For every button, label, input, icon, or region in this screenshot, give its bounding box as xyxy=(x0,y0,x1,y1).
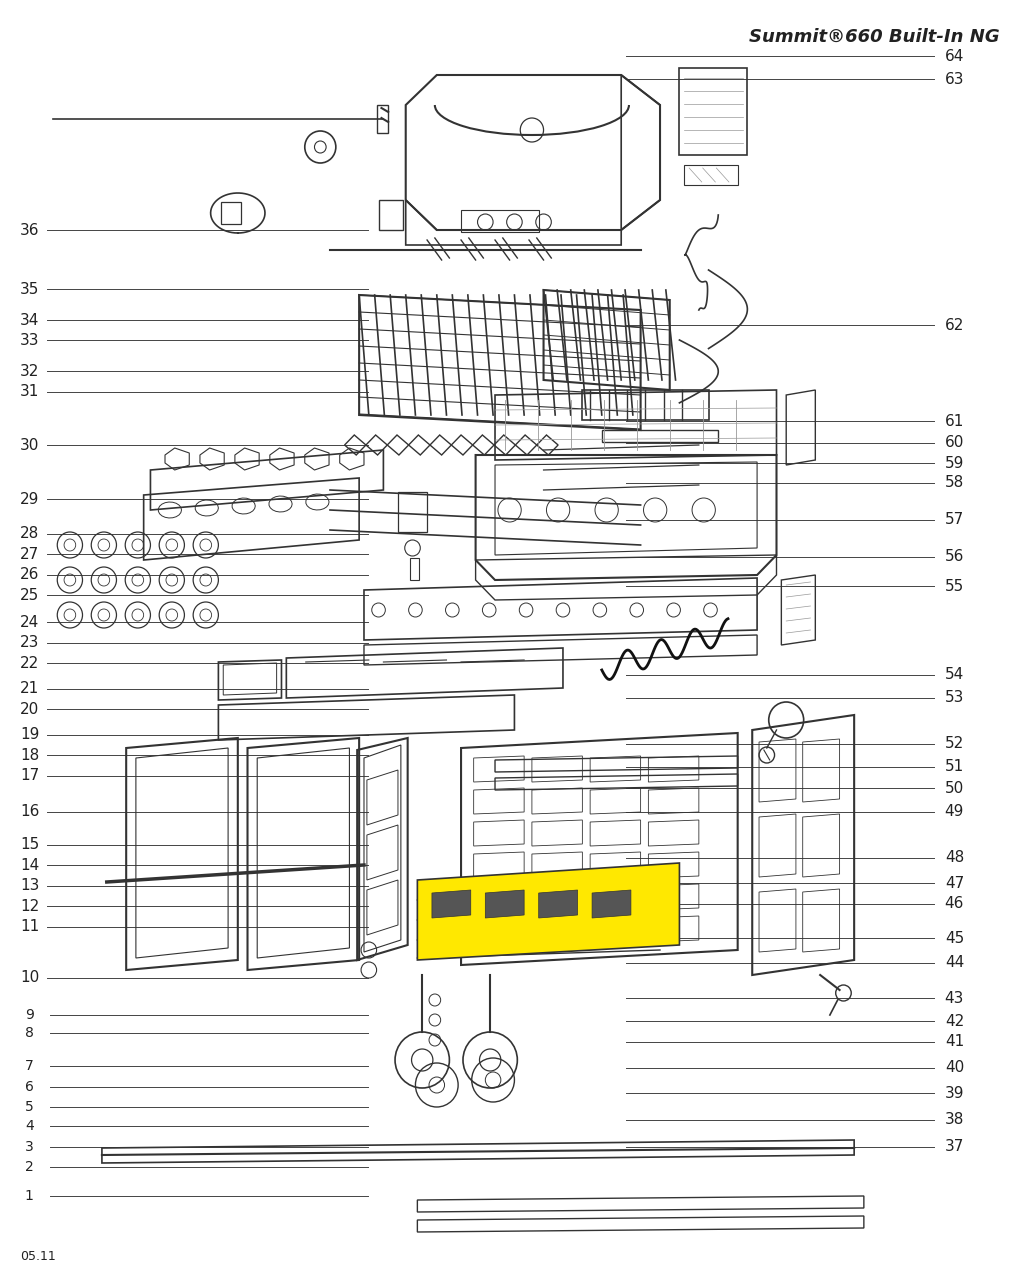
Text: 15: 15 xyxy=(19,837,39,852)
Text: 23: 23 xyxy=(19,635,39,650)
Text: 36: 36 xyxy=(19,223,39,238)
Text: 20: 20 xyxy=(19,701,39,717)
Bar xyxy=(398,492,427,532)
Text: 57: 57 xyxy=(945,512,965,527)
Text: 16: 16 xyxy=(19,804,39,819)
Text: 56: 56 xyxy=(945,549,965,564)
Text: 46: 46 xyxy=(945,896,965,911)
Text: 14: 14 xyxy=(19,858,39,873)
Text: 39: 39 xyxy=(944,1085,965,1101)
Text: 54: 54 xyxy=(945,667,965,682)
Text: 17: 17 xyxy=(19,768,39,783)
Text: 34: 34 xyxy=(19,312,39,328)
Text: 13: 13 xyxy=(19,878,39,893)
Bar xyxy=(684,165,737,186)
Bar xyxy=(583,390,709,420)
Text: 32: 32 xyxy=(19,364,39,379)
Text: 25: 25 xyxy=(19,588,39,603)
Text: 1: 1 xyxy=(25,1189,34,1202)
Polygon shape xyxy=(539,890,578,918)
Text: 22: 22 xyxy=(19,655,39,671)
Text: 59: 59 xyxy=(945,456,965,471)
Text: 12: 12 xyxy=(19,899,39,914)
Text: 61: 61 xyxy=(945,413,965,429)
Text: 47: 47 xyxy=(945,876,965,891)
Text: 40: 40 xyxy=(945,1060,965,1075)
Text: 37: 37 xyxy=(945,1139,965,1155)
Text: 27: 27 xyxy=(19,547,39,562)
Text: 38: 38 xyxy=(945,1112,965,1128)
Text: 2: 2 xyxy=(25,1161,34,1174)
Polygon shape xyxy=(418,863,680,960)
Text: 10: 10 xyxy=(19,970,39,986)
Bar xyxy=(410,558,419,580)
Text: 9: 9 xyxy=(25,1009,34,1021)
Text: 6: 6 xyxy=(25,1080,34,1093)
Text: 42: 42 xyxy=(945,1014,965,1029)
Text: 21: 21 xyxy=(19,681,39,696)
Text: 53: 53 xyxy=(945,690,965,705)
Text: 5: 5 xyxy=(25,1101,34,1114)
Text: 50: 50 xyxy=(945,781,965,796)
Text: 19: 19 xyxy=(19,727,39,742)
Text: 51: 51 xyxy=(945,759,965,774)
Text: 29: 29 xyxy=(19,492,39,507)
Text: 24: 24 xyxy=(19,614,39,630)
Text: 7: 7 xyxy=(25,1060,34,1073)
Text: 43: 43 xyxy=(945,991,965,1006)
Text: 11: 11 xyxy=(19,919,39,934)
Text: Summit®660 Built-In NG: Summit®660 Built-In NG xyxy=(750,28,1000,46)
Text: 48: 48 xyxy=(945,850,965,865)
Bar xyxy=(221,202,241,224)
Text: 49: 49 xyxy=(945,804,965,819)
Text: 30: 30 xyxy=(19,438,39,453)
Text: 62: 62 xyxy=(945,317,965,333)
Text: 18: 18 xyxy=(19,748,39,763)
Text: 31: 31 xyxy=(19,384,39,399)
Polygon shape xyxy=(432,890,471,918)
Text: 58: 58 xyxy=(945,475,965,490)
Text: 28: 28 xyxy=(19,526,39,541)
Text: 41: 41 xyxy=(945,1034,965,1050)
Text: 44: 44 xyxy=(945,955,965,970)
Text: 3: 3 xyxy=(25,1140,34,1153)
Text: 33: 33 xyxy=(19,333,39,348)
Text: 4: 4 xyxy=(25,1120,34,1133)
Text: 60: 60 xyxy=(945,435,965,451)
Text: 35: 35 xyxy=(19,282,39,297)
Bar xyxy=(602,430,718,442)
Text: 26: 26 xyxy=(19,567,39,582)
Text: 52: 52 xyxy=(945,736,965,751)
Polygon shape xyxy=(485,890,524,918)
Text: 64: 64 xyxy=(945,49,965,64)
Text: 55: 55 xyxy=(945,579,965,594)
Text: 45: 45 xyxy=(945,931,965,946)
Bar xyxy=(461,210,539,232)
Text: 8: 8 xyxy=(25,1027,34,1039)
Text: 05.11: 05.11 xyxy=(19,1251,55,1263)
Text: 63: 63 xyxy=(944,72,965,87)
Polygon shape xyxy=(592,890,631,918)
